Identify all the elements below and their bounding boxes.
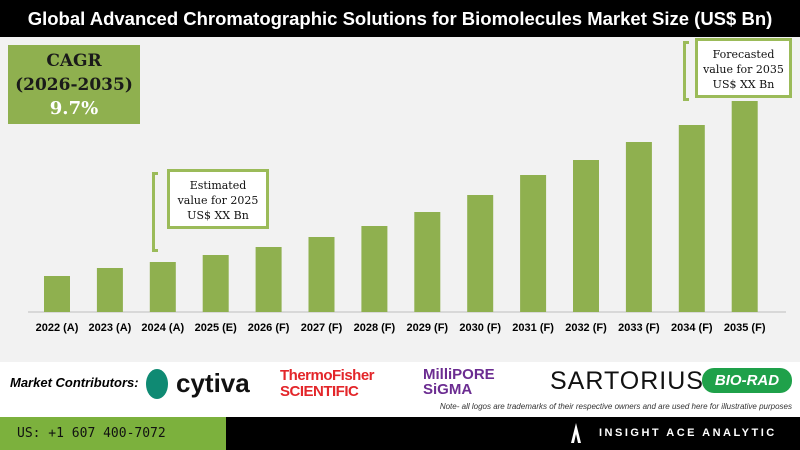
x-tick-label: 2027 (F) [301, 322, 343, 334]
bar-2026 (F) [255, 247, 282, 312]
callout-line: US$ XX Bn [712, 78, 775, 91]
bar-2025 (E) [202, 255, 229, 312]
callout-2025: Estimated value for 2025 US$ XX Bn [167, 169, 269, 229]
chart-title: Global Advanced Chromatographic Solution… [0, 0, 800, 37]
x-tick-label: 2023 (A) [89, 322, 132, 334]
bar-2034 (F) [678, 125, 705, 312]
insightace-logo-icon [571, 423, 581, 443]
cagr-label: CAGR [46, 51, 102, 71]
x-tick-label: 2024 (A) [141, 322, 184, 334]
callout-bracket [152, 172, 158, 252]
footer-brand: INSIGHT ACE ANALYTIC [226, 417, 800, 450]
callout-bracket [683, 41, 689, 101]
logo-cytiva: cytiva [146, 368, 250, 399]
x-tick-label: 2022 (A) [36, 322, 79, 334]
bar-2024 (A) [149, 262, 176, 312]
x-tick-label: 2031 (F) [512, 322, 554, 334]
callout-line: US$ XX Bn [187, 209, 249, 222]
x-tick-label: 2029 (F) [407, 322, 449, 334]
bar-2030 (F) [467, 195, 494, 312]
trademark-note: Note- all logos are trademarks of their … [439, 402, 792, 411]
bar-2029 (F) [414, 212, 441, 312]
phone-number[interactable]: US: +1 607 400-7072 [0, 417, 226, 450]
callout-2035: Forecasted value for 2035 US$ XX Bn [695, 38, 792, 98]
cagr-box: CAGR (2026-2035) 9.7% [8, 45, 140, 124]
bar-2023 (A) [96, 268, 123, 312]
cagr-value: 9.7% [49, 98, 99, 119]
callout-line: Forecasted [712, 48, 775, 61]
x-tick-label: 2035 (F) [724, 322, 766, 334]
bar-2028 (F) [361, 226, 388, 312]
x-tick-label: 2028 (F) [354, 322, 396, 334]
callout-line: value for 2025 [177, 194, 259, 207]
x-tick-label: 2030 (F) [459, 322, 501, 334]
bar-chart: 2022 (A) 2023 (A) 2024 (A) 2025 (E) 2026 (F)… [28, 101, 786, 334]
logo-thermofisher: ThermoFisher SCIENTIFIC [280, 367, 375, 400]
logo-biorad: BIO-RAD [702, 368, 792, 393]
cagr-period: (2026-2035) [15, 75, 133, 95]
bar-2033 (F) [625, 142, 652, 312]
cytiva-icon [146, 368, 168, 399]
callout-line: Estimated [189, 179, 247, 192]
bar-2022 (A) [44, 276, 70, 312]
logo-milliporesigma: MilliPORE SiGMA [423, 366, 495, 398]
bar-2035 (F) [731, 101, 758, 312]
logo-sartorius: SARTORIUS [550, 367, 704, 395]
logos-strip: Market Contributors: cytiva ThermoFisher… [0, 362, 800, 417]
callout-line: value for 2035 [703, 63, 784, 76]
contributors-label: Market Contributors: [10, 375, 139, 390]
bar-2027 (F) [308, 237, 335, 312]
x-tick-label: 2025 (E) [195, 322, 238, 334]
x-tick-label: 2033 (F) [618, 322, 660, 334]
x-tick-label: 2032 (F) [565, 322, 607, 334]
x-tick-label: 2026 (F) [248, 322, 290, 334]
logo-text: cytiva [176, 368, 250, 398]
brand-name: INSIGHT ACE ANALYTIC [599, 427, 777, 439]
bar-2032 (F) [573, 160, 599, 312]
x-tick-label: 2034 (F) [671, 322, 713, 334]
bar-2031 (F) [520, 175, 547, 312]
